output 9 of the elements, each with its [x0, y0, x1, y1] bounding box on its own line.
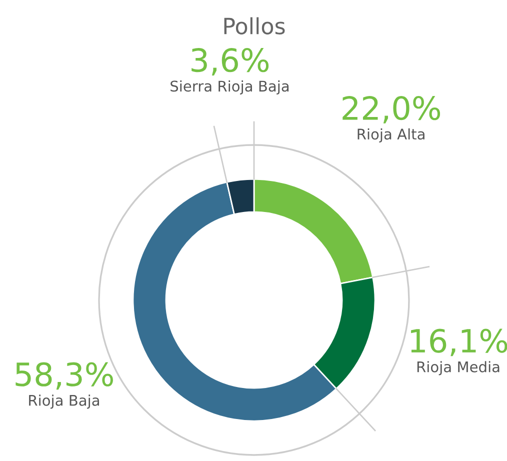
slice-label: Sierra Rioja Baja [170, 80, 289, 94]
slice-label: Rioja Baja [29, 394, 99, 409]
data-label: 3,6% [192, 48, 269, 76]
data-label: 58,3% [16, 362, 113, 390]
slice-label: Rioja Alta [358, 128, 424, 142]
data-label: 22,0% [342, 96, 440, 124]
data-label: 16,1% [411, 328, 507, 356]
chart-title: Pollos [224, 17, 285, 34]
slice-label: Rioja Media [417, 361, 500, 376]
